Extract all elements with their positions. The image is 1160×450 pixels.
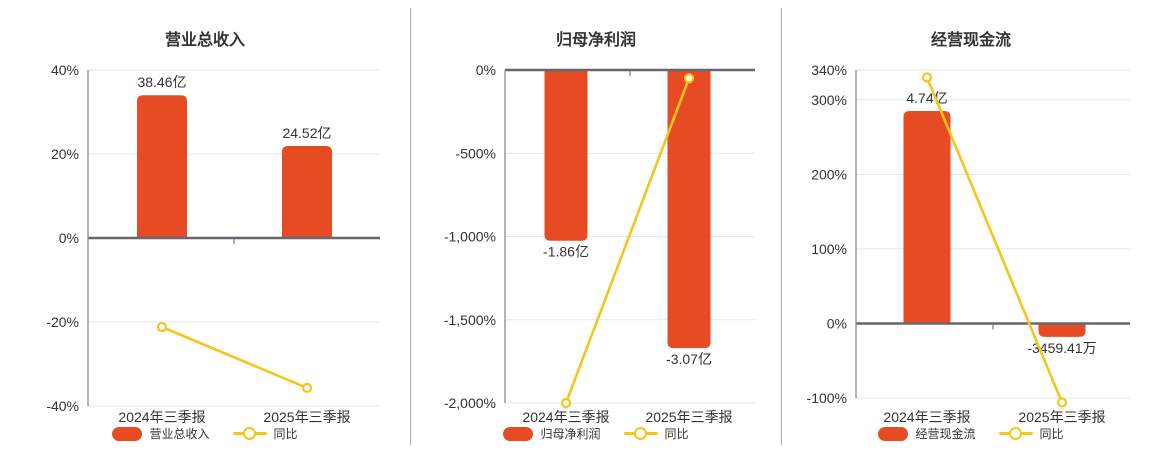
trend-line (564, 77, 691, 404)
legend-bar-swatch (878, 426, 909, 441)
legend-line-label: 同比 (1039, 427, 1064, 441)
trend-point (1056, 397, 1068, 408)
chart-panel-cash-flow: 经营现金流 340% 300% 200% 100% 0% -100% 4.74亿 -3459.… (782, 0, 1160, 450)
legend-bar-swatch (503, 426, 534, 441)
trend-point (156, 321, 168, 333)
bar (903, 111, 951, 324)
trend-point (301, 382, 313, 393)
chart-title: 经营现金流 (930, 32, 1011, 49)
bar (667, 70, 711, 349)
trend-line (161, 325, 308, 390)
legend-line-swatch (998, 427, 1033, 440)
legend-line-label: 同比 (273, 427, 298, 441)
legend-line-swatch (232, 427, 267, 440)
y-tick-label: 200% (811, 166, 847, 182)
y-tick-label: 0% (827, 316, 847, 332)
bar-value-label: -3.07亿 (666, 351, 712, 367)
y-tick-label: -500% (456, 145, 496, 161)
y-tick-label: -1,500% (444, 312, 496, 328)
legend-bar-label: 营业总收入 (149, 427, 210, 441)
bar-value-label: 24.52亿 (282, 125, 331, 141)
legend-line-label: 同比 (664, 427, 689, 441)
chart-panel-revenue: 营业总收入 40% 20% 0% -20% -40% 38.46亿 24.52亿 2024年… (0, 0, 410, 450)
trend-line (925, 77, 1064, 403)
chart-plot: 40% 20% 0% -20% -40% 38.46亿 24.52亿 (46, 62, 380, 414)
chart-legend: 归母净利润 同比 (411, 425, 781, 442)
y-tick-label: -100% (807, 390, 847, 406)
chart-panel-net-profit: 归母净利润 0% -500% -1,000% -1,500% -2,000% -1.86亿… (411, 0, 781, 450)
x-axis-label: 2025年三季报 (645, 409, 733, 425)
x-axis-label: 2025年三季报 (263, 409, 351, 425)
trend-point (921, 72, 933, 83)
y-tick-label: 20% (51, 146, 79, 162)
legend-bar-swatch (112, 426, 143, 441)
x-axis-label: 2024年三季报 (118, 409, 206, 425)
chart-title: 归母净利润 (555, 32, 636, 49)
chart-title: 营业总收入 (164, 32, 245, 49)
chart-plot: 0% -500% -1,000% -1,500% -2,000% -1.86亿 -3.07亿 (444, 62, 755, 411)
y-tick-label: 40% (51, 62, 79, 78)
bar (1038, 323, 1086, 337)
y-tick-label: 300% (811, 92, 847, 108)
bar-value-label: 4.74亿 (906, 90, 947, 106)
legend-bar-label: 经营现金流 (915, 427, 976, 441)
y-tick-label: 340% (811, 62, 847, 78)
y-tick-label: -1,000% (444, 229, 496, 245)
y-tick-label: 0% (476, 62, 496, 78)
legend-line-swatch (623, 427, 658, 440)
y-tick-label: -40% (46, 398, 79, 414)
bar-value-label: 38.46亿 (137, 74, 186, 90)
trend-point (683, 73, 695, 84)
y-tick-label: -2,000% (444, 395, 496, 411)
bar-value-label: -3459.41万 (1027, 340, 1096, 356)
chart-plot: 340% 300% 200% 100% 0% -100% 4.74亿 -3459.41万 (807, 62, 1130, 408)
chart-legend: 经营现金流 同比 (782, 425, 1160, 442)
chart-legend: 营业总收入 同比 (0, 425, 410, 442)
bar (137, 95, 187, 238)
bar (282, 146, 332, 238)
y-tick-label: -20% (46, 314, 79, 330)
panel-divider (410, 8, 411, 445)
legend-bar-label: 归母净利润 (540, 427, 601, 441)
y-tick-label: 0% (59, 230, 79, 246)
x-axis-label: 2024年三季报 (522, 409, 610, 425)
panel-divider (781, 8, 782, 445)
x-axis-label: 2024年三季报 (883, 409, 971, 425)
bar (544, 70, 588, 241)
trend-point (560, 397, 572, 409)
x-axis-label: 2025年三季报 (1018, 409, 1106, 425)
y-tick-label: 100% (811, 241, 847, 257)
bar-value-label: -1.86亿 (543, 244, 589, 260)
